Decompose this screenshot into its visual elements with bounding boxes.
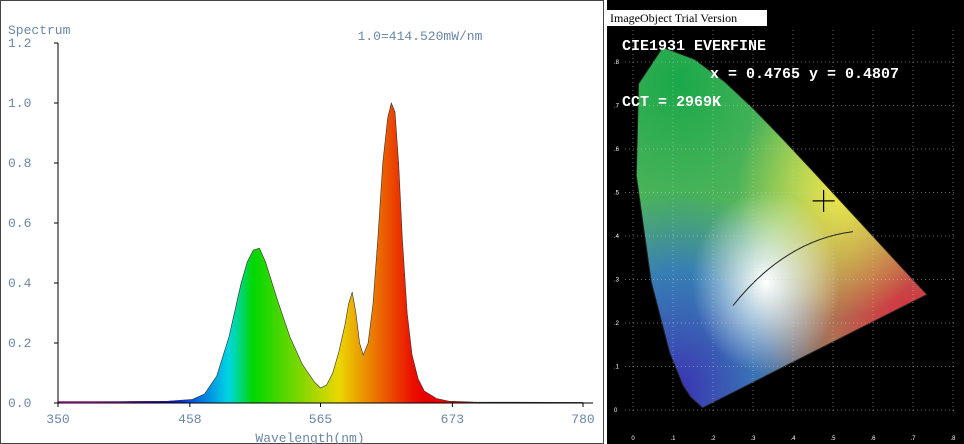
x-tick-label: .6 [870, 436, 876, 442]
y-tick-label: .1 [614, 365, 620, 371]
x-axis-label: Wavelength(nm) [255, 431, 364, 444]
spectrum-chart: Spectrum 1.0=414.520mW/nm Wavelength(nm)… [8, 23, 595, 444]
cct-label: CCT = 2969K [622, 94, 721, 111]
y-tick-label: .4 [614, 234, 620, 240]
locus-outline [635, 46, 928, 409]
y-tick-label: .8 [614, 60, 620, 66]
x-tick-label: 780 [571, 412, 594, 427]
cie-overlay: ImageObject Trial Version CIE1931 EVERFI… [607, 10, 899, 111]
y-tick-label: .6 [614, 147, 620, 153]
y-tick-label: 0.0 [8, 396, 31, 411]
chromaticity-point [812, 189, 835, 212]
x-tick-label: .1 [670, 436, 676, 442]
spectrum-area [57, 102, 584, 404]
y-tick-label: 1.2 [8, 36, 31, 51]
x-tick-label: .8 [950, 436, 956, 442]
x-tick-label: .7 [910, 436, 916, 442]
chart-title: Spectrum [8, 23, 71, 38]
x-tick-label: 673 [441, 412, 464, 427]
y-tick-label: .3 [614, 278, 620, 284]
y-tick-label: 1.0 [8, 96, 31, 111]
cie-title: CIE1931 EVERFINE [622, 38, 766, 55]
watermark-bg [607, 10, 767, 26]
y-tick-label: 0.8 [8, 156, 31, 171]
y-tick-label: 0.6 [8, 216, 31, 231]
y-tick-label: 0.2 [8, 336, 31, 351]
coordinates-label: x = 0.4765 y = 0.4807 [710, 66, 899, 83]
y-tick-label: .5 [614, 191, 620, 197]
x-tick-label: .4 [790, 436, 796, 442]
x-tick-label: .3 [750, 436, 756, 442]
y-tick-label: 0.4 [8, 276, 32, 291]
y-tick-label: 0 [614, 408, 618, 414]
x-tick-label: 565 [309, 412, 332, 427]
planckian-locus [732, 231, 854, 306]
x-tick-label: .2 [710, 436, 716, 442]
annotation: 1.0=414.520mW/nm [358, 29, 483, 44]
y-tick-label: .2 [614, 321, 620, 327]
x-tick-label: 458 [178, 412, 201, 427]
y-tick-label: .7 [614, 104, 620, 110]
x-tick-label: .5 [830, 436, 836, 442]
watermark: ImageObject Trial Version [610, 11, 737, 25]
x-tick-label: 350 [46, 412, 69, 427]
x-tick-label: 0 [631, 436, 635, 442]
